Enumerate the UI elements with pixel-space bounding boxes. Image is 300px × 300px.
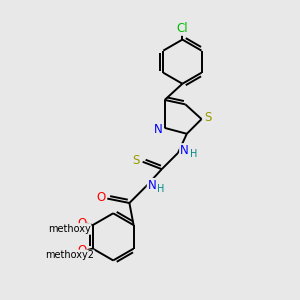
Text: O: O <box>77 217 86 230</box>
Text: S: S <box>133 154 140 167</box>
Text: O: O <box>77 244 86 256</box>
Text: H: H <box>157 184 165 194</box>
Text: N: N <box>180 144 189 157</box>
Text: O: O <box>96 191 106 205</box>
Text: Cl: Cl <box>177 22 188 35</box>
Text: N: N <box>154 123 163 136</box>
Text: N: N <box>148 179 156 192</box>
Text: H: H <box>190 149 197 159</box>
Text: S: S <box>204 111 212 124</box>
Text: methoxy2: methoxy2 <box>45 250 94 260</box>
Text: methoxy: methoxy <box>48 224 91 234</box>
